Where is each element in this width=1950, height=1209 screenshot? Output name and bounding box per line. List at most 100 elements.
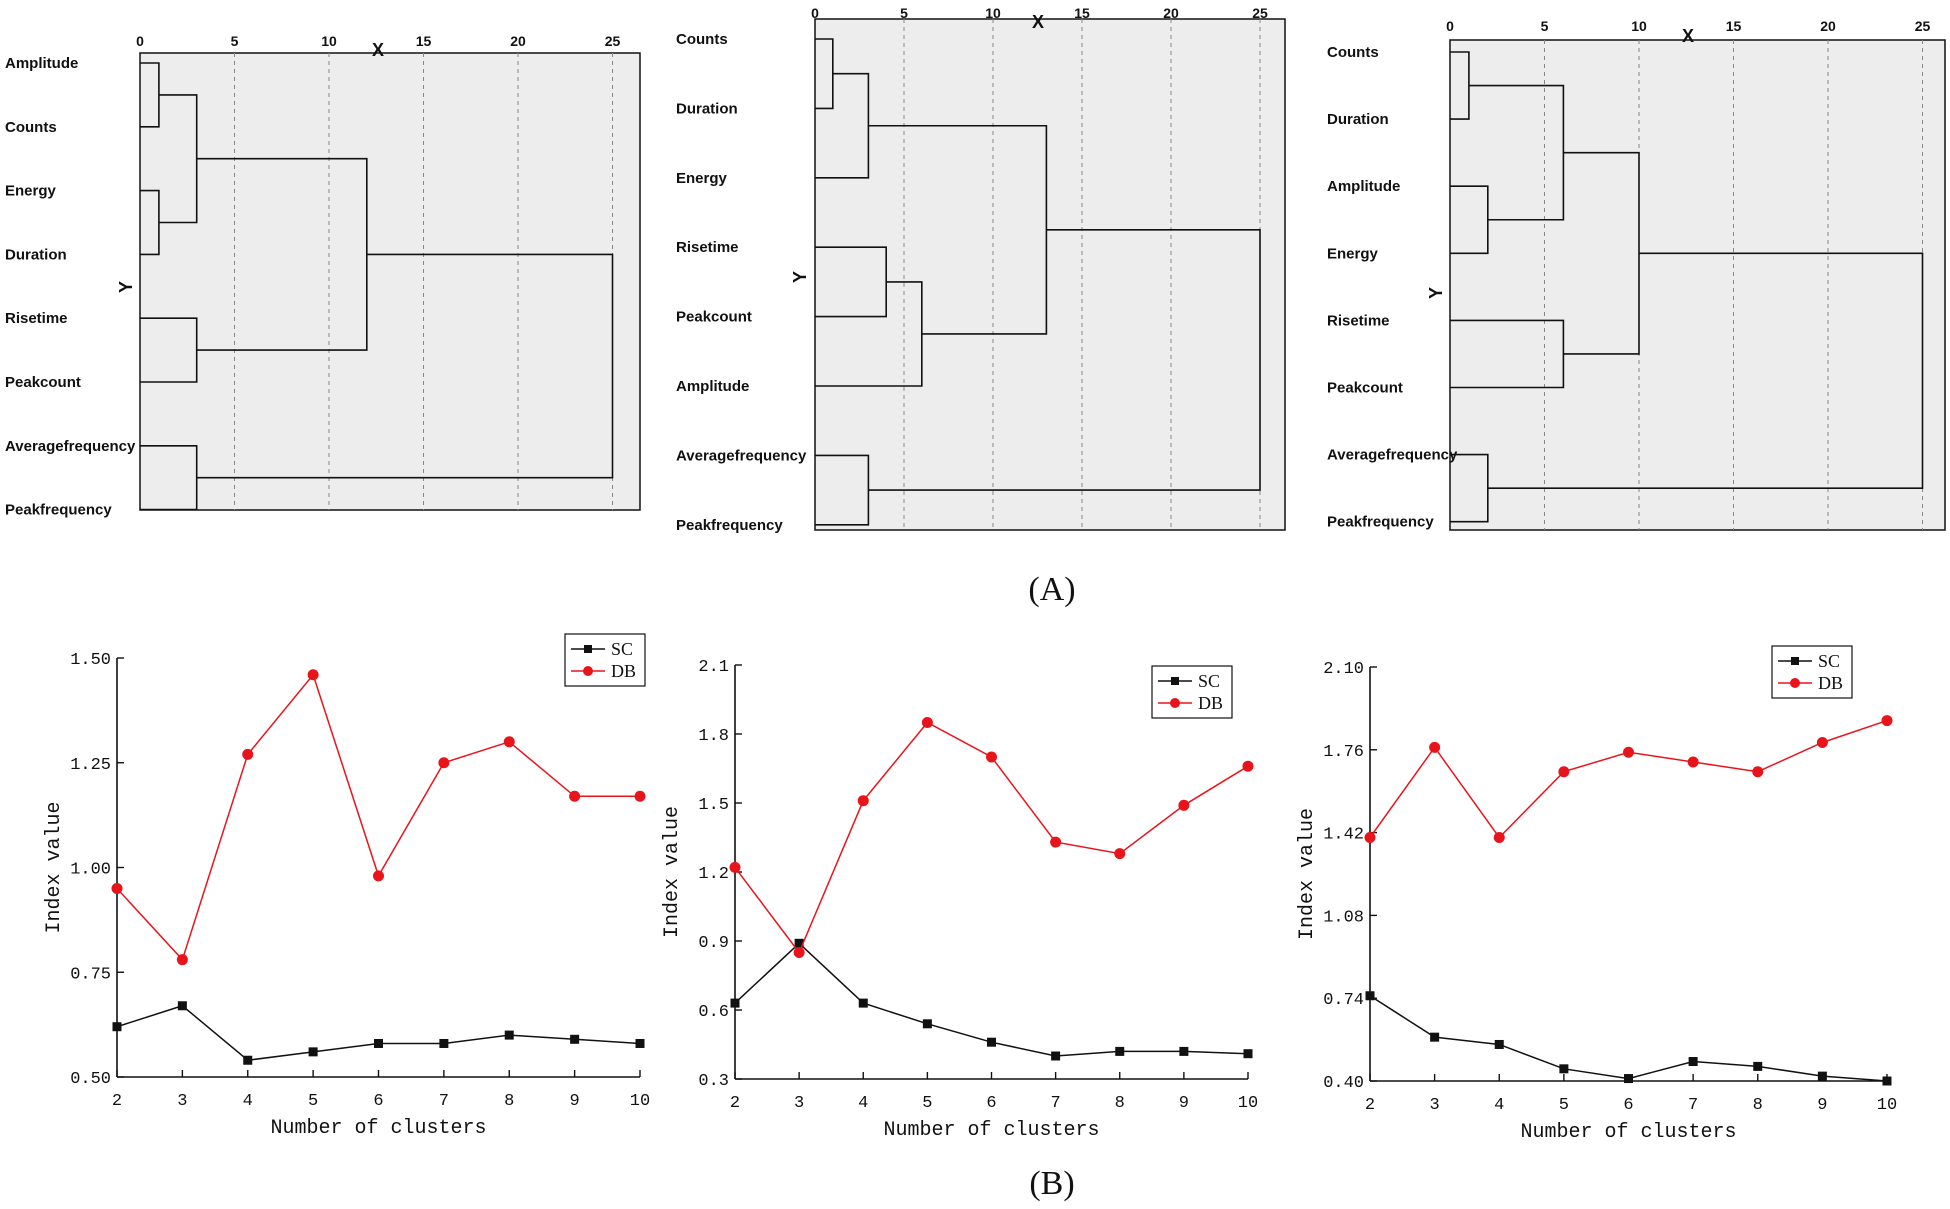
sc-point (439, 1038, 449, 1048)
sc-point (1243, 1049, 1253, 1059)
db-point (307, 669, 319, 681)
db-point (1816, 736, 1828, 748)
db-point (634, 790, 646, 802)
x-tick-label: 2 (1365, 1096, 1375, 1115)
db-point (373, 870, 384, 882)
x-tick-label: 15 (1074, 5, 1090, 21)
x-tick-label: 3 (177, 1092, 187, 1111)
x-tick-label: 4 (243, 1092, 253, 1111)
legend-marker (1790, 678, 1800, 688)
leaf-label: Duration (5, 246, 67, 263)
sc-point (1365, 991, 1375, 1001)
db-point (111, 882, 123, 894)
x-tick-label: 7 (1688, 1096, 1698, 1115)
leaf-label: Duration (1327, 111, 1389, 128)
sc-point (1882, 1076, 1892, 1086)
db-point (1114, 848, 1126, 860)
x-tick-label: 8 (1115, 1094, 1125, 1113)
leaf-label: Risetime (676, 239, 739, 256)
sc-point (177, 1001, 187, 1011)
y-tick-label: 1.50 (70, 651, 111, 670)
dendrogram-panel-3: 0 5 10 15 20 25 X Y Counts Duration Amplitude Energ… (1327, 18, 1946, 531)
x-tick-label: 6 (1623, 1096, 1633, 1115)
y-tick-label: 1.42 (1323, 826, 1364, 845)
y-axis-title: Y (1426, 287, 1446, 299)
line-chart-panel-2: 0.3 0.6 0.9 1.2 1.5 1.8 2.1 2 3 4 5 6 7 8 9 10 Number of… (661, 658, 1258, 1142)
legend-label: SC (1818, 651, 1840, 671)
sc-point (1430, 1032, 1440, 1042)
db-point (1687, 756, 1699, 768)
x-tick-label: 4 (858, 1094, 868, 1113)
leaf-label: Amplitude (5, 55, 78, 72)
x-tick-label: 3 (1430, 1096, 1440, 1115)
x-tick-label: 7 (439, 1092, 449, 1111)
x-tick-label: 20 (1820, 18, 1836, 34)
sc-point (987, 1037, 996, 1047)
x-tick-label: 5 (1541, 18, 1549, 34)
plot-area (1449, 39, 1946, 531)
x-tick-label: 5 (900, 5, 908, 21)
sc-point (1179, 1046, 1189, 1056)
x-tick-label: 10 (1238, 1094, 1258, 1113)
y-tick-label: 0.3 (698, 1072, 729, 1091)
x-tick-label: 20 (510, 33, 526, 49)
legend-box (564, 633, 646, 687)
line-chart-panel-1: 0.50 0.75 1.00 1.25 1.50 2 3 4 5 6 7 8 9 10 Number of … (43, 633, 650, 1140)
leaf-label: Energy (1327, 245, 1379, 262)
leaf-label: Counts (5, 119, 57, 136)
db-point (986, 751, 997, 763)
y-tick-label: 2.10 (1323, 660, 1364, 679)
x-tick-label: 10 (630, 1092, 650, 1111)
sc-point (730, 998, 740, 1008)
y-tick-label: 1.8 (698, 727, 729, 746)
x-tick-label: 9 (570, 1092, 580, 1111)
y-tick-label: 1.2 (698, 865, 729, 884)
sc-point (1688, 1057, 1698, 1067)
leaf-label: Peakfrequency (1327, 514, 1434, 531)
legend-marker (1791, 657, 1799, 665)
legend-label: DB (1198, 693, 1223, 713)
legend-marker (583, 666, 593, 676)
leaf-label: Averagefrequency (1327, 447, 1458, 464)
dendrogram-link (1487, 252, 1924, 489)
x-tick-label: 6 (986, 1094, 996, 1113)
sc-point (1494, 1039, 1504, 1049)
x-tick-label: 3 (794, 1094, 804, 1113)
leaf-label: Peakcount (5, 374, 81, 391)
leaf-label: Peakcount (676, 309, 752, 326)
db-point (857, 795, 869, 807)
db-point (1242, 760, 1254, 772)
legend-box (1771, 645, 1853, 699)
db-point (793, 947, 805, 958)
legend-label: DB (1818, 673, 1843, 693)
db-point (1178, 799, 1190, 811)
x-tick-label: 5 (308, 1092, 318, 1111)
x-axis-title: Number of clusters (270, 1117, 486, 1140)
legend-marker (1171, 677, 1179, 685)
x-axis-title: Number of clusters (1520, 1121, 1736, 1144)
leaf-label: Peakfrequency (676, 517, 783, 534)
sc-point (1753, 1061, 1763, 1071)
line-chart-panel-3: 0.40 0.74 1.08 1.42 1.76 2.10 2 3 4 5 6 7 8 9 10 Number… (1296, 645, 1897, 1144)
y-tick-label: 1.00 (70, 861, 111, 880)
leaf-label: Energy (676, 170, 728, 187)
x-tick-label: 4 (1494, 1096, 1504, 1115)
db-point (1429, 741, 1441, 753)
y-axis-title: Y (116, 281, 136, 293)
x-axis-title: X (1032, 12, 1044, 32)
dendrogram-panel-1: 0 5 10 15 20 25 X Y Amplitude Counts Energy Duratio… (5, 33, 641, 519)
sc-point (570, 1034, 580, 1044)
leaf-label: Amplitude (676, 378, 749, 395)
legend-label: SC (1198, 671, 1220, 691)
x-tick-label: 8 (504, 1092, 514, 1111)
x-axis-title: X (372, 40, 384, 60)
y-tick-label: 1.25 (70, 756, 111, 775)
sc-point (858, 998, 868, 1008)
leaf-label: Counts (676, 31, 728, 48)
db-series-line (116, 673, 640, 962)
x-tick-label: 20 (1163, 5, 1179, 21)
x-tick-label: 10 (985, 5, 1001, 21)
panel-label-b: (B) (1029, 1165, 1074, 1202)
y-tick-label: 0.9 (698, 934, 729, 953)
